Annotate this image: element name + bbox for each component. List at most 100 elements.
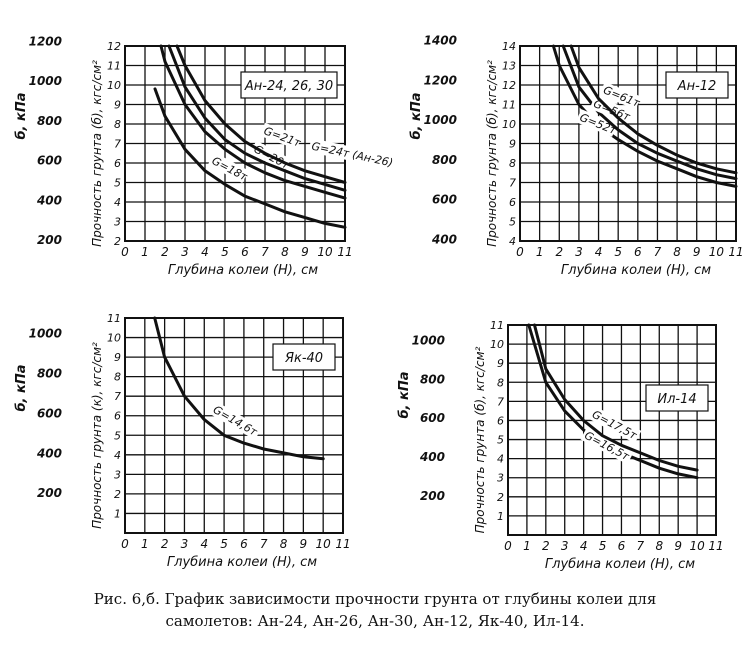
y-tick-label: 4	[497, 453, 504, 466]
y-tick-label: 6	[114, 410, 121, 423]
kpa-tick-label: 600	[432, 193, 457, 207]
x-tick-label: 6	[241, 245, 249, 259]
x-tick-label: 5	[221, 245, 229, 259]
y-tick-label: 8	[509, 157, 516, 170]
chart-panel-4: 0 1 2 3 4 5 6 7 8 9 10 1112345678910112004006008001…	[397, 319, 724, 572]
figure-caption: Рис. 6,б. График зависимости прочности г…	[0, 588, 750, 632]
kpa-axis-label: б, кПа	[14, 92, 29, 139]
series-line	[153, 87, 347, 229]
y-tick-label: 5	[509, 216, 516, 229]
series-label: G=24т (Ан-26)	[310, 140, 394, 170]
caption-line-2: самолетов: Ан-24, Ан-26, Ан-30, Ан-12, Я…	[165, 612, 585, 630]
kpa-tick-label: 1000	[29, 327, 62, 341]
kpa-tick-label: 600	[37, 406, 62, 420]
legend-box	[240, 71, 338, 99]
y-tick-label: 11	[107, 60, 121, 73]
x-tick-label: 2	[161, 245, 169, 259]
y-tick-label: 10	[107, 79, 121, 92]
series-line	[561, 44, 738, 181]
kpa-tick-label: 400	[419, 450, 445, 464]
chart-panel-2: 0 1 2 3 4 5 6 7 8 9 10 1145678910111213144006008001…	[409, 34, 744, 278]
x-tick-label: 2	[542, 539, 550, 553]
legend-box	[645, 384, 709, 412]
x-tick-label: 4	[201, 245, 209, 259]
y-tick-label: 10	[502, 118, 516, 131]
kpa-tick-label: 1000	[424, 113, 457, 127]
y-tick-label: 4	[114, 196, 121, 209]
x-tick-label: 2	[161, 537, 169, 551]
y-tick-label: 9	[114, 99, 121, 112]
y-tick-label: 9	[114, 351, 121, 364]
x-tick-label: 1	[523, 539, 531, 553]
x-tick-label: 4	[580, 539, 588, 553]
y-tick-label: 9	[509, 138, 516, 151]
x-tick-label: 10	[709, 245, 725, 259]
series-line	[175, 44, 347, 184]
x-tick-label: 11	[337, 245, 352, 259]
series-line	[551, 44, 738, 188]
y-tick-label: 11	[107, 312, 121, 325]
series-label-bg	[260, 122, 302, 150]
kpa-tick-label: 200	[420, 489, 445, 503]
x-tick-label: 0	[516, 245, 524, 259]
y-axis-label: Прочность грунта (к), кгс/см²	[90, 342, 104, 529]
series-line	[569, 44, 738, 175]
legend-box	[272, 343, 336, 371]
y-tick-label: 9	[497, 357, 504, 370]
x-tick-label: 0	[121, 245, 129, 259]
x-tick-label: 5	[614, 245, 622, 259]
series-label-bg	[308, 138, 405, 172]
y-tick-label: 8	[497, 376, 504, 389]
grid-lines	[507, 324, 717, 536]
plot-frame	[507, 324, 717, 536]
kpa-tick-label: 1000	[29, 74, 62, 88]
kpa-axis-label: б, кПа	[397, 371, 412, 418]
kpa-tick-label: 600	[420, 411, 445, 425]
y-tick-label: 6	[509, 196, 516, 209]
y-tick-label: 5	[497, 434, 504, 447]
y-tick-label: 3	[114, 468, 121, 481]
y-tick-label: 5	[114, 429, 121, 442]
y-axis-label: Прочность грунта (б), кгс/см²	[473, 346, 487, 533]
x-tick-label: 1	[536, 245, 544, 259]
y-tick-label: 1	[114, 507, 121, 520]
kpa-tick-label: 800	[37, 367, 62, 381]
kpa-tick-label: 800	[420, 372, 445, 386]
kpa-tick-label: 400	[36, 446, 62, 460]
x-axis-label: Глубина колеи (H), см	[545, 557, 695, 572]
legend-label: Ан-24, 26, 30	[244, 79, 333, 94]
kpa-tick-label: 800	[432, 153, 457, 167]
x-tick-label: 9	[674, 539, 682, 553]
y-tick-label: 8	[114, 371, 121, 384]
x-axis-label: Глубина колеи (H), см	[167, 555, 317, 570]
x-tick-label: 8	[280, 537, 288, 551]
y-tick-label: 11	[490, 319, 504, 332]
series-label-bg	[575, 109, 618, 137]
y-axis-label: Прочность грунта (б), кгс/см²	[90, 60, 104, 247]
kpa-tick-label: 600	[37, 154, 62, 168]
y-tick-label: 7	[114, 390, 121, 403]
y-tick-label: 14	[502, 40, 516, 53]
y-tick-label: 6	[114, 157, 121, 170]
chart-panel-1: 0 1 2 3 4 5 6 7 8 9 10 1123456789101112200400600800…	[14, 34, 405, 278]
y-tick-label: 5	[114, 177, 121, 190]
y-tick-label: 13	[502, 60, 516, 73]
series-label: G=21т	[262, 124, 303, 149]
legend-label: Як-40	[284, 351, 323, 366]
y-tick-label: 2	[114, 235, 121, 248]
x-tick-label: 1	[141, 537, 149, 551]
series-label: G=14,6т	[211, 403, 260, 439]
legend-box	[665, 71, 729, 99]
kpa-tick-label: 400	[36, 193, 62, 207]
x-tick-label: 10	[689, 539, 705, 553]
series-label-bg	[207, 152, 249, 184]
x-tick-label: 6	[618, 539, 626, 553]
plot-frame	[519, 45, 737, 242]
series-label-bg	[208, 401, 262, 440]
x-tick-label: 9	[300, 537, 308, 551]
caption-line-1: Рис. 6,б. График зависимости прочности г…	[93, 590, 657, 608]
x-tick-label: 4	[595, 245, 603, 259]
x-tick-label: 8	[655, 539, 663, 553]
x-tick-label: 6	[240, 537, 248, 551]
x-tick-label: 7	[261, 245, 269, 259]
